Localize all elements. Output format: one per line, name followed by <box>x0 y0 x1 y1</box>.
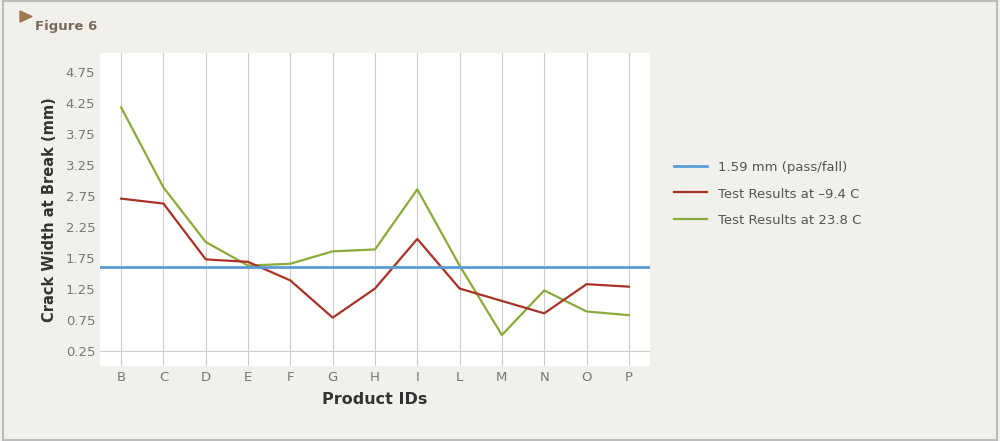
Text: Figure 6: Figure 6 <box>35 20 97 33</box>
Y-axis label: Crack Width at Break (mm): Crack Width at Break (mm) <box>42 97 57 322</box>
X-axis label: Product IDs: Product IDs <box>322 392 428 407</box>
Legend: 1.59 mm (pass/fall), Test Results at –9.4 C, Test Results at 23.8 C: 1.59 mm (pass/fall), Test Results at –9.… <box>668 154 868 234</box>
